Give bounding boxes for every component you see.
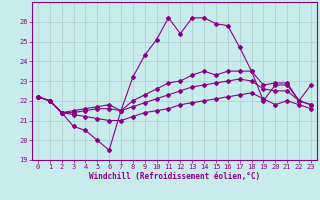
X-axis label: Windchill (Refroidissement éolien,°C): Windchill (Refroidissement éolien,°C) [89, 172, 260, 181]
